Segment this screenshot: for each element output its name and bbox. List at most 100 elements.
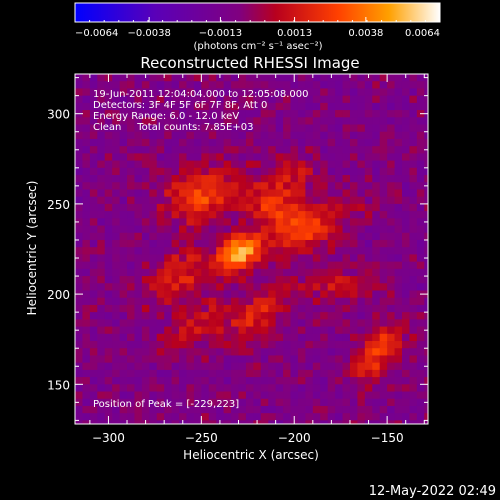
heatmap-cell (208, 362, 217, 371)
heatmap-cell (401, 398, 411, 407)
heatmap-cell (82, 160, 91, 169)
heatmap-cell (283, 384, 292, 393)
heatmap-cell (401, 189, 411, 198)
heatmap-cell (156, 153, 165, 162)
heatmap-cell (171, 74, 180, 82)
heatmap-cell (275, 355, 284, 364)
heatmap-cell (208, 261, 217, 270)
heatmap-cell (305, 160, 314, 169)
heatmap-cell (231, 398, 240, 407)
heatmap-cell (320, 232, 329, 241)
heatmap-cell (401, 348, 411, 357)
heatmap-cell (305, 117, 314, 126)
heatmap-cell (260, 175, 269, 183)
heatmap-cell (223, 196, 232, 205)
heatmap-cell (260, 196, 269, 205)
heatmap-cell (75, 232, 84, 241)
heatmap-cell (119, 175, 128, 183)
heatmap-cell (216, 189, 225, 198)
heatmap-cell (283, 182, 292, 191)
heatmap-cell (119, 211, 128, 219)
heatmap-cell (305, 268, 314, 277)
heatmap-cell (208, 384, 217, 393)
heatmap-cell (409, 398, 418, 407)
heatmap-cell (409, 110, 418, 118)
heatmap-cell (208, 74, 217, 82)
heatmap-cell (394, 153, 403, 162)
heatmap-cell (186, 88, 195, 97)
heatmap-cell (97, 247, 106, 256)
heatmap-cell (186, 146, 195, 154)
heatmap-cell (149, 268, 158, 277)
heatmap-cell (364, 225, 373, 234)
heatmap-cell (253, 384, 262, 393)
heatmap-cell (112, 203, 121, 212)
heatmap-cell (312, 268, 321, 277)
heatmap-cell (327, 348, 336, 357)
heatmap-cell (379, 138, 388, 147)
heatmap-cell (75, 203, 84, 212)
heatmap-cell (186, 398, 195, 407)
heatmap-cell (104, 283, 113, 292)
heatmap-cell (75, 196, 84, 205)
heatmap-cell (349, 420, 358, 424)
heatmap-cell (394, 189, 403, 198)
heatmap-cell (201, 146, 210, 154)
heatmap-cell (134, 95, 143, 104)
heatmap-cell (238, 283, 247, 292)
heatmap-cell (335, 355, 344, 364)
heatmap-cell (297, 369, 306, 378)
heatmap-cell (238, 297, 247, 306)
heatmap-cell (119, 110, 128, 118)
heatmap-cell (141, 218, 150, 227)
heatmap-cell (275, 369, 284, 378)
heatmap-cell (379, 88, 388, 97)
heatmap-cell (335, 261, 344, 270)
heatmap-cell (283, 124, 292, 133)
heatmap-cell (379, 319, 388, 328)
heatmap-cell (268, 348, 277, 357)
heatmap-cell (275, 225, 284, 234)
heatmap-cell (223, 341, 232, 349)
heatmap-cell (141, 189, 150, 198)
heatmap-cell (401, 153, 411, 162)
heatmap-cell (335, 283, 344, 292)
heatmap-cell (268, 110, 277, 118)
heatmap-cell (364, 175, 373, 183)
heatmap-cell (179, 160, 188, 169)
heatmap-cell (149, 276, 158, 284)
heatmap-cell (320, 283, 329, 292)
heatmap-cell (260, 377, 269, 385)
heatmap-cell (75, 81, 84, 90)
heatmap-cell (119, 377, 128, 385)
heatmap-cell (75, 355, 84, 364)
heatmap-cell (320, 102, 329, 111)
heatmap-cell (320, 384, 329, 393)
heatmap-cell (379, 211, 388, 219)
heatmap-cell (260, 102, 269, 111)
heatmap-cell (201, 312, 210, 320)
heatmap-cell (164, 153, 173, 162)
heatmap-cell (245, 413, 254, 421)
heatmap-cell (127, 369, 136, 378)
heatmap-cell (349, 247, 358, 256)
heatmap-cell (379, 254, 388, 263)
heatmap-cell (409, 160, 418, 169)
heatmap-cell (305, 405, 314, 414)
heatmap-cell (89, 167, 98, 176)
heatmap-cell (290, 211, 299, 219)
heatmap-cell (245, 117, 254, 126)
heatmap-cell (216, 398, 225, 407)
heatmap-cell (119, 81, 128, 90)
heatmap-cell (238, 153, 247, 162)
heatmap-cell (119, 124, 128, 133)
heatmap-cell (82, 333, 91, 342)
heatmap-cell (268, 81, 277, 90)
heatmap-cell (216, 405, 225, 414)
heatmap-cell (275, 160, 284, 169)
heatmap-cell (312, 131, 321, 140)
heatmap-cell (357, 312, 366, 320)
heatmap-cell (379, 304, 388, 313)
heatmap-cell (75, 348, 84, 357)
heatmap-cell (112, 341, 121, 349)
